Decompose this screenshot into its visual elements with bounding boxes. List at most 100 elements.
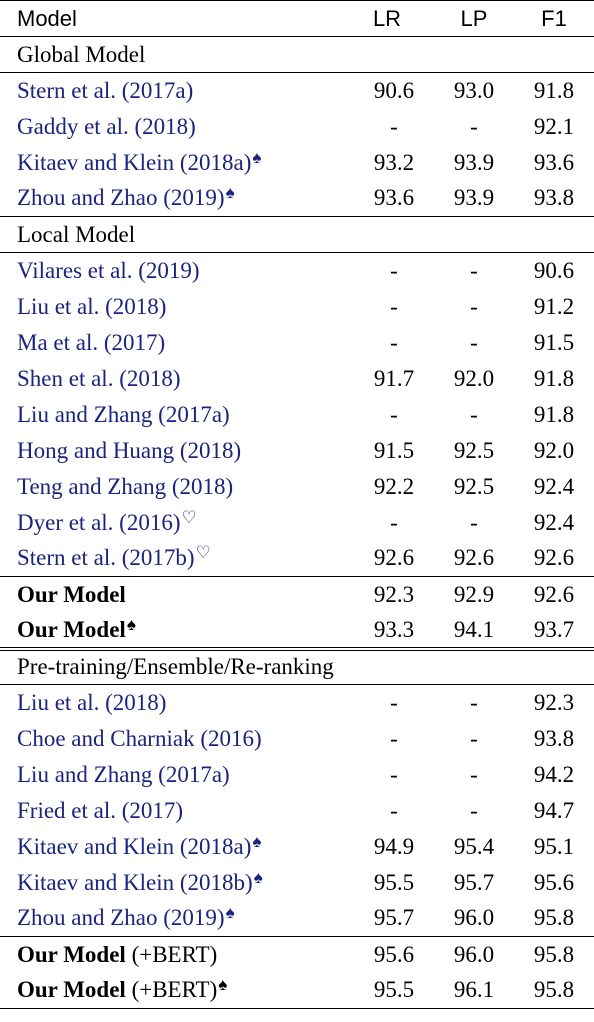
model-citation: Liu et al. (2018): [17, 689, 167, 715]
f1-value: 91.8: [514, 72, 594, 109]
table-row: Dyer et al. (2016)♡ - - 92.4: [0, 505, 594, 541]
table-row: Liu et al. (2018) - -92.3: [0, 684, 594, 721]
lr-value: 95.5: [340, 972, 434, 1009]
table-row: Zhou and Zhao (2019)♠ 95.7 96.0 95.8: [0, 901, 594, 937]
model-cell: Liu and Zhang (2017a): [0, 757, 340, 793]
model-citation: Shen et al. (2018): [17, 365, 181, 391]
table-row: Ma et al. (2017) - - 91.5: [0, 325, 594, 361]
model-name: Our Model: [17, 616, 126, 642]
model-cell: Our Model (+BERT): [0, 936, 340, 973]
f1-value: 92.4: [533, 473, 575, 499]
lp-value: -: [470, 509, 478, 535]
model-cell: Kitaev and Klein (2018b)♠: [0, 865, 340, 901]
header-model: Model: [0, 0, 340, 37]
lr-value: 90.6: [340, 72, 434, 109]
model-citation: Hong and Huang (2018): [17, 437, 242, 463]
model-cell: Dyer et al. (2016)♡: [0, 505, 340, 541]
spade-icon: ♠: [252, 147, 262, 167]
model-name: Our Model: [17, 581, 126, 607]
model-cell: Fried et al. (2017): [0, 793, 340, 829]
lp-value: -: [470, 797, 478, 823]
f1-value: 92.4: [533, 509, 575, 535]
lp-value: 92.9: [434, 576, 514, 613]
lp-value: 96.0: [453, 905, 495, 931]
lr-value: 95.6: [340, 936, 434, 973]
empty-cell: [340, 36, 434, 73]
model-cell: Zhou and Zhao (2019)♠: [0, 181, 340, 217]
empty-cell: [514, 646, 594, 685]
model-citation: Kitaev and Klein (2018a): [17, 833, 252, 859]
lp-value: -: [470, 725, 478, 751]
lr-value: -: [340, 252, 434, 289]
f1-value: 95.8: [514, 972, 594, 1009]
header-lr: LR: [340, 0, 434, 37]
lp-value: 93.9: [453, 149, 495, 175]
model-cell: Liu et al. (2018): [0, 289, 340, 325]
model-suffix: (+BERT): [125, 941, 218, 967]
table-row: Hong and Huang (2018) 91.5 92.5 92.0: [0, 433, 594, 469]
lp-value: 96.1: [434, 972, 514, 1009]
lr-value: -: [390, 761, 398, 787]
section-title: Global Model: [0, 36, 340, 73]
f1-value: 93.7: [533, 616, 575, 642]
f1-value: 91.8: [533, 401, 575, 427]
table-row: Kitaev and Klein (2018a)♠ 94.9 95.4 95.1: [0, 829, 594, 865]
section-header-row: Pre-training/Ensemble/Re-ranking: [0, 646, 594, 685]
spade-icon: ♠: [126, 614, 136, 634]
model-citation: Choe and Charniak (2016): [17, 725, 262, 751]
f1-value: 92.0: [533, 437, 575, 463]
table-row: Kitaev and Klein (2018b)♠ 95.5 95.7 95.6: [0, 865, 594, 901]
lr-value: -: [390, 329, 398, 355]
f1-value: 95.8: [514, 936, 594, 973]
model-suffix: (+BERT): [125, 977, 218, 1003]
f1-value: 91.8: [533, 365, 575, 391]
our-model-row: Our Model♠ 93.3 94.1 93.7: [0, 613, 594, 649]
section-header-row: Local Model: [0, 216, 594, 253]
heart-icon: ♡: [195, 543, 211, 563]
lp-value: 93.9: [453, 185, 495, 211]
table-row: Liu et al. (2018) - - 91.2: [0, 289, 594, 325]
model-cell: Choe and Charniak (2016): [0, 721, 340, 757]
model-citation: Kitaev and Klein (2018b): [17, 869, 253, 895]
model-citation: Vilares et al. (2019): [17, 257, 200, 283]
lp-value: -: [470, 401, 478, 427]
lr-value: -: [390, 509, 398, 535]
lp-value: -: [470, 293, 478, 319]
model-cell: Kitaev and Klein (2018a)♠: [0, 829, 340, 865]
f1-value: 92.3: [514, 684, 594, 721]
lr-value: -: [390, 293, 398, 319]
lp-value: 92.0: [453, 365, 495, 391]
model-cell: Ma et al. (2017): [0, 325, 340, 361]
lp-value: -: [470, 329, 478, 355]
lp-value: -: [470, 761, 478, 787]
f1-value: 95.8: [533, 905, 575, 931]
table-row: Liu and Zhang (2017a) - - 94.2: [0, 757, 594, 793]
empty-cell: [434, 646, 514, 685]
our-model-row: Our Model (+BERT)♠ 95.5 96.1 95.8: [0, 972, 594, 1009]
model-citation: Teng and Zhang (2018): [17, 473, 234, 499]
lp-value: 92.5: [453, 473, 495, 499]
model-citation: Zhou and Zhao (2019): [17, 905, 225, 931]
table-row: Stern et al. (2017b)♡ 92.6 92.6 92.6: [0, 541, 594, 577]
f1-value: 91.2: [533, 293, 575, 319]
table-row: Gaddy et al. (2018) - - 92.1: [0, 109, 594, 145]
spade-icon: ♠: [252, 831, 262, 851]
lr-value: -: [340, 684, 434, 721]
f1-value: 94.7: [533, 797, 575, 823]
spade-icon: ♠: [218, 975, 228, 995]
lp-value: 92.6: [453, 545, 495, 571]
lr-value: 93.2: [373, 149, 415, 175]
model-cell: Liu et al. (2018): [0, 684, 340, 721]
model-cell: Hong and Huang (2018): [0, 433, 340, 469]
f1-value: 93.6: [533, 149, 575, 175]
model-citation: Stern et al. (2017a): [17, 77, 194, 103]
f1-value: 91.5: [533, 329, 575, 355]
lr-value: -: [390, 113, 398, 139]
table-row: Zhou and Zhao (2019)♠ 93.6 93.9 93.8: [0, 181, 594, 217]
lr-value: -: [390, 797, 398, 823]
heart-icon: ♡: [181, 507, 197, 527]
our-model-row: Our Model (+BERT) 95.6 96.0 95.8: [0, 936, 594, 973]
model-cell: Stern et al. (2017a): [0, 72, 340, 109]
f1-value: 95.6: [533, 869, 575, 895]
lr-value: 91.7: [373, 365, 415, 391]
